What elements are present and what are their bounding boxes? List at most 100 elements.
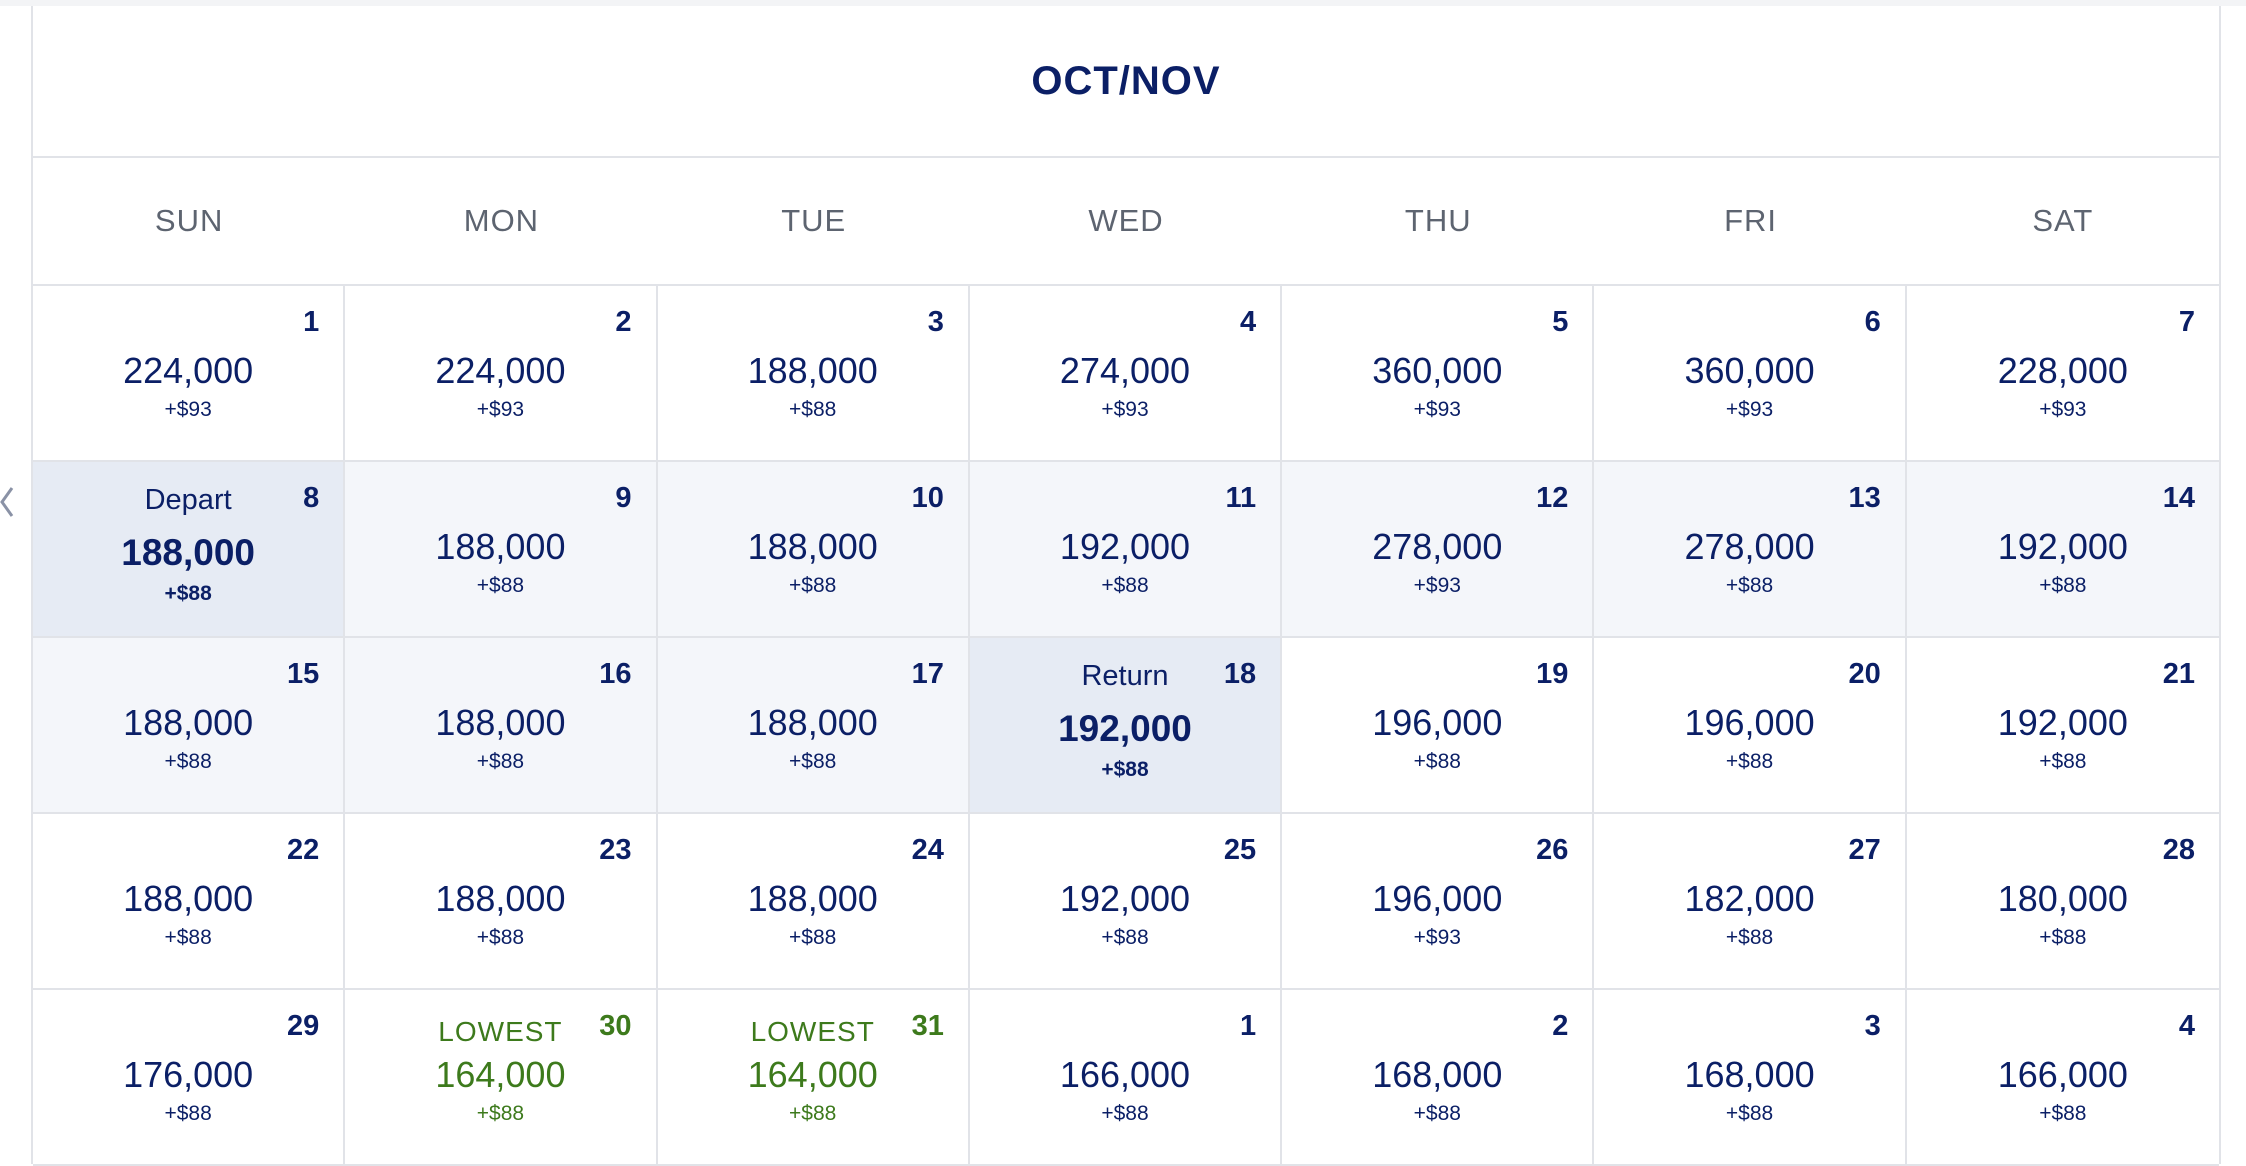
calendar-day[interactable]: 12 278,000 +$93 (1282, 462, 1595, 638)
day-number: 5 (1552, 306, 1569, 338)
calendar-day[interactable]: 4 166,000 +$88 (1906, 990, 2219, 1166)
miles-price: 166,000 (1059, 1054, 1191, 1095)
day-number: 26 (1536, 834, 1569, 866)
calendar-day[interactable]: 1 224,000 +$93 (33, 286, 346, 462)
day-number: 13 (1848, 482, 1881, 514)
tax-fee: +$88 (2039, 750, 2087, 773)
day-number: 21 (2162, 658, 2195, 690)
tax-fee: +$93 (1413, 926, 1461, 949)
miles-price: 182,000 (1684, 878, 1815, 919)
miles-price: 188,000 (123, 878, 254, 919)
tax-fee: +$93 (164, 398, 212, 421)
day-number: 3 (1864, 1010, 1881, 1042)
calendar-day-selected[interactable]: 8 Depart 188,000 +$88 (33, 462, 346, 638)
miles-price: 166,000 (1997, 1054, 2128, 1095)
calendar-day[interactable]: 10 188,000 +$88 (657, 462, 970, 638)
calendar-day[interactable]: 16 188,000 +$88 (345, 638, 658, 814)
tax-fee: +$93 (1101, 398, 1149, 421)
calendar-day[interactable]: 13 278,000 +$88 (1594, 462, 1907, 638)
calendar-day[interactable]: 9 188,000 +$88 (345, 462, 658, 638)
tax-fee: +$93 (1725, 398, 1774, 421)
calendar-day[interactable]: 23 188,000 +$88 (345, 814, 658, 990)
miles-price: 196,000 (1372, 702, 1503, 743)
calendar-day[interactable]: 15 188,000 +$88 (33, 638, 346, 814)
weekday-sat: SAT (2032, 203, 2094, 238)
calendar-day[interactable]: 30 LOWEST 164,000 +$88 (345, 990, 658, 1166)
calendar-day[interactable]: 24 188,000 +$88 (657, 814, 970, 990)
miles-price: 192,000 (1059, 526, 1191, 567)
tax-fee: +$88 (2039, 1102, 2087, 1125)
miles-price: 188,000 (123, 702, 254, 743)
top-strip (0, 0, 2246, 6)
calendar-day[interactable]: 29 176,000 +$88 (33, 990, 346, 1166)
miles-price: 228,000 (1997, 350, 2128, 391)
day-number: 18 (1223, 658, 1257, 690)
day-number: 20 (1848, 658, 1881, 690)
day-number: 4 (2178, 1010, 2195, 1042)
tax-fee: +$88 (2039, 574, 2087, 597)
tax-fee: +$93 (1413, 574, 1461, 597)
lowest-badge: LOWEST (750, 1016, 875, 1047)
chevron-left-icon[interactable] (0, 474, 14, 530)
calendar-day[interactable]: 20 196,000 +$88 (1594, 638, 1907, 814)
day-grid: 1 224,000 +$93 2 224,000 +$93 3 188,000 +$88 4 274… (33, 286, 2219, 1166)
calendar-day[interactable]: 6 360,000 +$93 (1594, 286, 1907, 462)
miles-price: 180,000 (1997, 878, 2128, 919)
calendar-day[interactable]: 3 188,000 +$88 (657, 286, 970, 462)
tax-fee: +$88 (789, 574, 837, 597)
selection-label: Return (1081, 660, 1169, 692)
day-number: 6 (1864, 306, 1881, 338)
weekday-wed: WED (1088, 203, 1164, 238)
miles-price: 176,000 (123, 1054, 254, 1095)
miles-price: 192,000 (1997, 526, 2128, 567)
miles-price: 188,000 (435, 702, 566, 743)
calendar-day[interactable]: 27 182,000 +$88 (1594, 814, 1907, 990)
miles-price: 164,000 (747, 1054, 878, 1095)
day-number: 3 (927, 306, 944, 338)
weekday-header: SUN MON TUE WED THU FRI SAT (33, 158, 2219, 286)
calendar-day[interactable]: 25 192,000 +$88 (969, 814, 1283, 990)
weekday-mon: MON (463, 203, 540, 238)
tax-fee: +$93 (2039, 398, 2087, 421)
calendar-day[interactable]: 11 192,000 +$88 (969, 462, 1283, 638)
tax-fee: +$88 (789, 750, 837, 773)
calendar-day[interactable]: 4 274,000 +$93 (969, 286, 1283, 462)
calendar-day[interactable]: 14 192,000 +$88 (1906, 462, 2219, 638)
tax-fee: +$88 (789, 926, 837, 949)
calendar-day[interactable]: 26 196,000 +$93 (1282, 814, 1595, 990)
miles-price: 192,000 (1059, 878, 1191, 919)
tax-fee: +$88 (1101, 758, 1149, 781)
day-number: 14 (2162, 482, 2195, 514)
weekday-tue: TUE (781, 203, 847, 238)
day-number: 16 (599, 658, 632, 690)
miles-price: 188,000 (747, 526, 878, 567)
calendar-day[interactable]: 31 LOWEST 164,000 +$88 (657, 990, 970, 1166)
day-number: 22 (287, 834, 320, 866)
tax-fee: +$88 (789, 398, 837, 421)
miles-price: 188,000 (747, 878, 878, 919)
day-number: 12 (1536, 482, 1569, 514)
calendar-day[interactable]: 28 180,000 +$88 (1906, 814, 2219, 990)
calendar-day[interactable]: 1 166,000 +$88 (969, 990, 1283, 1166)
miles-price: 188,000 (435, 878, 566, 919)
miles-price: 196,000 (1684, 702, 1815, 743)
calendar-day[interactable]: 2 168,000 +$88 (1282, 990, 1595, 1166)
tax-fee: +$88 (2039, 926, 2087, 949)
calendar-day[interactable]: 2 224,000 +$93 (345, 286, 658, 462)
day-number: 2 (1552, 1010, 1569, 1042)
tax-fee: +$88 (476, 926, 525, 949)
calendar-day[interactable]: 19 196,000 +$88 (1282, 638, 1595, 814)
miles-price: 360,000 (1372, 350, 1503, 391)
calendar-day[interactable]: 5 360,000 +$93 (1282, 286, 1595, 462)
tax-fee: +$88 (1725, 1102, 1774, 1125)
calendar-day-selected[interactable]: 18 Return 192,000 +$88 (969, 638, 1283, 814)
day-number: 9 (615, 482, 632, 514)
calendar-day[interactable]: 22 188,000 +$88 (33, 814, 346, 990)
calendar-day[interactable]: 21 192,000 +$88 (1906, 638, 2219, 814)
day-number: 4 (1240, 306, 1257, 338)
day-number: 17 (911, 658, 944, 690)
calendar-day[interactable]: 17 188,000 +$88 (657, 638, 970, 814)
calendar-day[interactable]: 7 228,000 +$93 (1906, 286, 2219, 462)
calendar-day[interactable]: 3 168,000 +$88 (1594, 990, 1907, 1166)
tax-fee: +$88 (476, 750, 525, 773)
